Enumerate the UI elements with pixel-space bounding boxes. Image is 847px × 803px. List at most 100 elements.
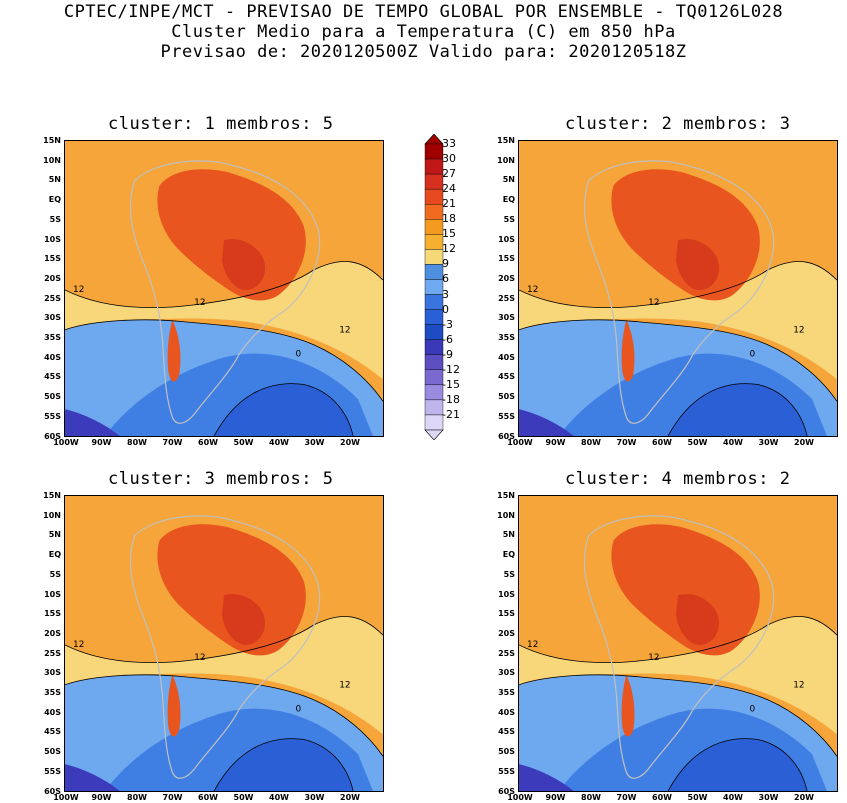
colorbar-swatch bbox=[424, 309, 444, 325]
lon-label: 20W bbox=[794, 793, 814, 802]
lat-label: 5S bbox=[49, 569, 61, 579]
lon-label: 30W bbox=[304, 438, 325, 447]
contour-label-12-east: 12 bbox=[339, 326, 350, 336]
lat-label: 25S bbox=[44, 293, 61, 303]
lat-label: 45S bbox=[44, 727, 61, 737]
lon-label: 90W bbox=[545, 793, 566, 802]
lat-label: 15N bbox=[497, 136, 515, 145]
lat-label: 15S bbox=[44, 254, 61, 264]
lat-label: 60S bbox=[498, 431, 515, 441]
map-panel-4: 12 12 12 0 bbox=[518, 495, 838, 792]
lat-label: 15S bbox=[44, 609, 61, 619]
contour-label-12-east: 12 bbox=[339, 681, 350, 691]
contour-12-south bbox=[519, 674, 837, 757]
lon-label: 70W bbox=[616, 793, 637, 802]
colorbar-tick-label: -21 bbox=[442, 407, 460, 421]
hot-interior bbox=[157, 524, 306, 656]
lat-label: 5S bbox=[49, 214, 61, 224]
temperature-field-4: 12 12 12 0 bbox=[519, 496, 837, 791]
lon-label: 30W bbox=[304, 793, 325, 802]
hottest-core bbox=[676, 594, 720, 645]
colorbar-swatch bbox=[424, 324, 444, 340]
lon-label: 60W bbox=[198, 438, 218, 447]
lat-label: 25S bbox=[44, 648, 61, 658]
lat-label: EQ bbox=[502, 195, 515, 205]
contour-12-north bbox=[65, 261, 383, 309]
contour-label-0: 0 bbox=[750, 350, 756, 360]
lon-label: 80W bbox=[127, 438, 147, 447]
contour-label-12-west: 12 bbox=[527, 640, 538, 650]
colorbar-swatches bbox=[424, 133, 444, 441]
lat-label: 25S bbox=[498, 293, 515, 303]
colder-region bbox=[214, 738, 354, 791]
colorbar-tick-label: -18 bbox=[442, 392, 460, 406]
contour-label-12-west: 12 bbox=[73, 285, 84, 295]
lon-label: 90W bbox=[91, 438, 112, 447]
hottest-core bbox=[676, 239, 720, 290]
temperature-field-1: 12 12 12 0 bbox=[65, 141, 383, 436]
colorbar-top-arrow bbox=[424, 133, 444, 145]
temperature-field-3: 12 12 12 0 bbox=[65, 496, 383, 791]
lat-label: 5N bbox=[48, 175, 61, 185]
coastline bbox=[129, 515, 321, 779]
colorbar-swatch bbox=[424, 414, 444, 431]
lat-label: 55S bbox=[44, 411, 61, 421]
contour-label-12-west: 12 bbox=[527, 285, 538, 295]
colorbar-swatch bbox=[424, 188, 444, 205]
lat-label: 20S bbox=[498, 628, 515, 638]
lon-label: 70W bbox=[162, 438, 183, 447]
contour-label-12-center: 12 bbox=[648, 298, 659, 308]
lat-label: 15N bbox=[497, 491, 515, 500]
colder-region bbox=[668, 738, 808, 791]
andes-warm-strip bbox=[621, 674, 635, 737]
andes-warm-strip bbox=[621, 319, 635, 382]
lat-label: 60S bbox=[44, 786, 61, 796]
colorbar-tick-label: -15 bbox=[442, 377, 460, 391]
contour-0 bbox=[213, 383, 354, 436]
coastline bbox=[129, 160, 321, 424]
map-panel-3: 12 12 12 0 bbox=[64, 495, 384, 792]
lon-label: 50W bbox=[687, 438, 708, 447]
colorbar-tick-label: -3 bbox=[442, 317, 453, 331]
contour-12-south bbox=[65, 674, 383, 757]
hot-interior bbox=[611, 169, 760, 301]
colorbar-tick-label: 18 bbox=[442, 212, 456, 226]
contour-12-south bbox=[519, 319, 837, 402]
lat-label: 5S bbox=[503, 569, 515, 579]
hottest-core bbox=[222, 239, 266, 290]
lat-label: 50S bbox=[44, 392, 61, 402]
lat-label: 10N bbox=[43, 155, 61, 165]
hot-interior bbox=[611, 524, 760, 656]
contour-label-0: 0 bbox=[296, 350, 302, 360]
lat-label: 30S bbox=[498, 668, 515, 678]
lat-label: 10S bbox=[44, 589, 61, 599]
lon-label: 50W bbox=[233, 438, 254, 447]
main-title: CPTEC/INPE/MCT - PREVISAO DE TEMPO GLOBA… bbox=[63, 2, 784, 22]
lon-label: 20W bbox=[340, 438, 360, 447]
coldest-corner bbox=[65, 764, 120, 791]
map-panel-2: 12 12 12 0 bbox=[518, 140, 838, 437]
lat-label: 15S bbox=[498, 609, 515, 619]
coldest-corner bbox=[65, 409, 120, 436]
lat-label: 55S bbox=[44, 766, 61, 776]
lat-label: 55S bbox=[498, 766, 515, 776]
coldest-corner bbox=[519, 409, 574, 436]
lon-label: 30W bbox=[758, 793, 779, 802]
colorbar-tick-label: 21 bbox=[442, 197, 456, 211]
colorbar-tick-label: 15 bbox=[442, 227, 456, 241]
colorbar-swatch bbox=[424, 354, 444, 370]
panel-4-title: cluster: 4 membros: 2 bbox=[565, 469, 791, 489]
subtitle-dates: Previsao de: 2020120500Z Valido para: 20… bbox=[160, 42, 687, 62]
subtitle-variable: Cluster Medio para a Temperatura (C) em … bbox=[171, 22, 676, 42]
colorbar-tick-label: -6 bbox=[442, 332, 453, 346]
lat-label: 40S bbox=[498, 352, 515, 362]
lat-label: 45S bbox=[44, 372, 61, 382]
colorbar-tick-label: 3 bbox=[442, 287, 449, 301]
colorbar-swatch bbox=[424, 339, 444, 355]
colder-region bbox=[214, 383, 354, 436]
colorbar-tick-label: 30 bbox=[442, 152, 456, 166]
lat-label: 30S bbox=[498, 313, 515, 323]
colorbar-tick-label: 6 bbox=[442, 272, 449, 286]
contour-12-north bbox=[65, 616, 383, 664]
coldest-corner bbox=[519, 764, 574, 791]
